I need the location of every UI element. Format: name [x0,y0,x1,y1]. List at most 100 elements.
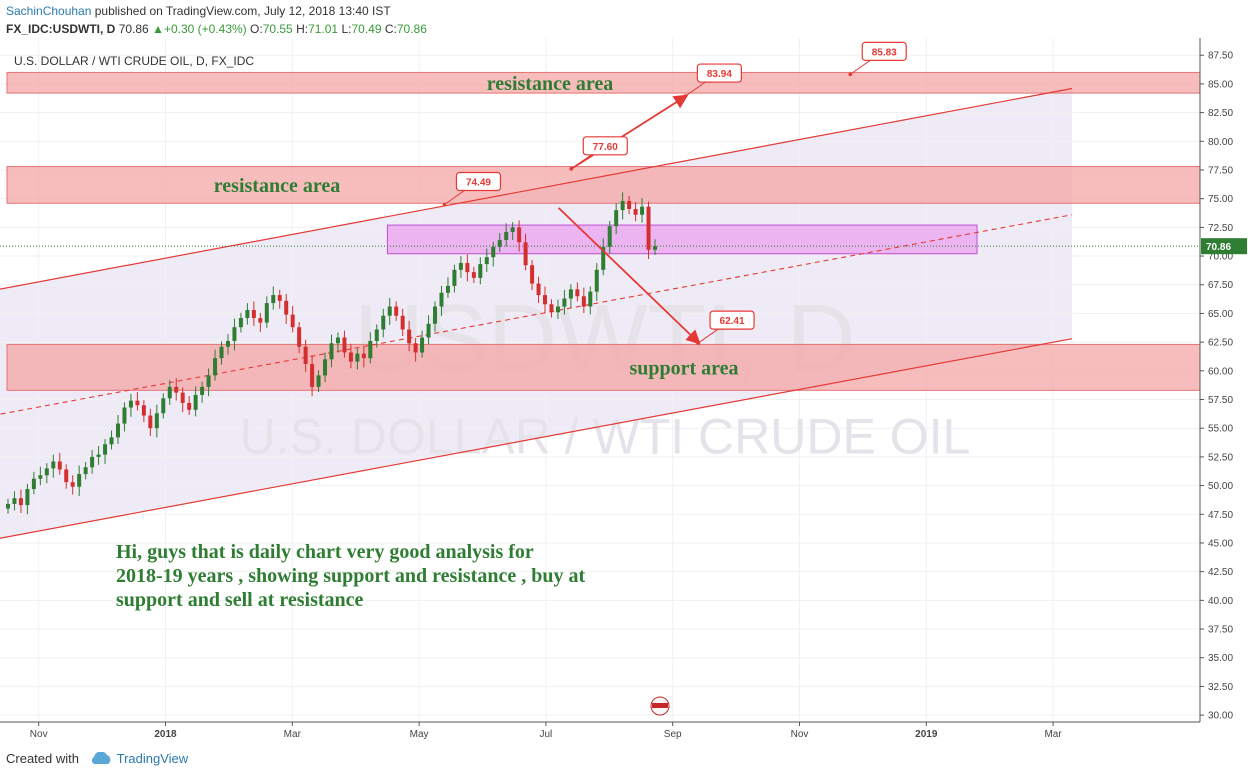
callout-label: 85.83 [872,47,897,58]
symbol-bar: FX_IDC:USDWTI, D 70.86 ▲+0.30 (+0.43%) O… [6,22,427,36]
symbol-name: FX_IDC:USDWTI, D [6,22,116,36]
candle-body [6,503,10,509]
callout-box [455,171,502,192]
candle-body [18,498,23,506]
candle-body [620,200,625,211]
candle-body [355,353,360,362]
candle-body [627,200,632,209]
candle-body [258,318,263,323]
candle-body [646,206,651,250]
candle-body [368,340,373,359]
candle-body [303,346,308,364]
y-tick-label: 87.50 [1208,51,1233,62]
chart-title: U.S. DOLLAR / WTI CRUDE OIL, D, FX_IDC [14,54,254,68]
y-tick-label: 65.00 [1208,309,1233,320]
y-tick-label: 35.00 [1208,653,1233,664]
candle-body [277,295,282,301]
y-tick-label: 50.00 [1208,481,1233,492]
last-price: 70.86 [118,22,149,36]
candle-body [174,386,179,393]
candle-body [439,292,444,307]
candle-body [407,329,412,344]
candle-body [290,314,295,328]
zone-label: support area [629,357,738,379]
candle-body [452,269,457,286]
candle-body [581,296,586,307]
candle-body [225,340,230,347]
zone-label: resistance area [214,175,340,197]
watermark-name: U.S. DOLLAR / WTI CRUDE OIL [240,408,971,464]
tradingview-logo-icon [91,752,111,764]
candles [6,192,657,515]
close-label: C: [384,22,397,36]
callout-box [582,136,628,156]
candle-body [445,285,450,293]
y-tick-label: 55.00 [1208,424,1233,435]
candle-body [400,315,405,330]
candle-body [180,392,185,403]
candle-body [115,423,120,438]
candle-body [109,437,114,445]
x-axis-panel [0,722,1200,744]
y-tick-label: 80.00 [1208,137,1233,148]
candle-body [271,295,276,304]
candle-body [77,474,82,487]
callout-point [442,202,447,207]
author-link[interactable]: SachinChouhan [6,4,92,18]
price-chart[interactable]: USDWTI, D U.S. DOLLAR / WTI CRUDE OIL re… [0,38,1248,744]
candle-body [478,264,483,278]
candle-body [633,209,638,215]
high-label: H: [296,22,309,36]
candle-body [316,375,321,387]
candle-body [562,298,567,307]
candle-body [167,386,172,399]
x-tick-label: 2018 [154,729,177,740]
candle-body [575,289,580,297]
close-value: 70.86 [396,22,427,36]
channel-lines [0,87,1200,539]
y-tick-label: 42.50 [1208,567,1233,578]
callout-label: 83.94 [707,69,732,80]
y-tick-label: 32.50 [1208,682,1233,693]
y-tick-label: 77.50 [1208,165,1233,176]
callout-label: 77.60 [593,142,618,153]
candle-body [284,300,289,315]
candle-body [504,231,509,240]
y-axis-panel [1200,38,1248,744]
candle-body [193,394,198,410]
zone-band [6,343,1201,391]
y-tick-label: 52.50 [1208,452,1233,463]
candle-body [64,469,69,483]
candle-body [96,454,101,457]
tradingview-link[interactable]: TradingView [116,751,189,766]
candle-body [510,227,515,232]
x-tick-label: 2019 [915,729,938,740]
candle-body [381,315,386,330]
candle-body [491,246,496,258]
trend-arrow [570,94,689,170]
callout-box [861,41,907,61]
candle-body [264,303,269,323]
annotation-line: Hi, guys that is daily chart very good a… [116,541,534,563]
callout-point [569,167,574,171]
annotation-line: 2018-19 years , showing support and resi… [116,565,585,587]
zone-label: resistance area [487,73,613,95]
y-tick-label: 45.00 [1208,538,1233,549]
price-change: +0.30 (+0.43%) [163,22,247,36]
candle-body [51,461,56,469]
candle-body [329,343,334,360]
last-price-label: 70.86 [1206,242,1231,253]
x-tick-label: Jul [540,729,553,740]
y-tick-label: 37.50 [1208,625,1233,636]
y-tick-label: 85.00 [1208,79,1233,90]
y-tick-label: 70.00 [1208,252,1233,263]
candle-body [543,295,548,305]
candle-body [517,227,522,243]
candle-body [90,456,95,468]
candle-body [614,210,619,227]
x-tick-label: Nov [791,729,809,740]
candle-body [297,327,302,347]
up-arrow-icon: ▲ [152,22,164,36]
candle-body [206,375,211,387]
candle-body [238,318,243,328]
